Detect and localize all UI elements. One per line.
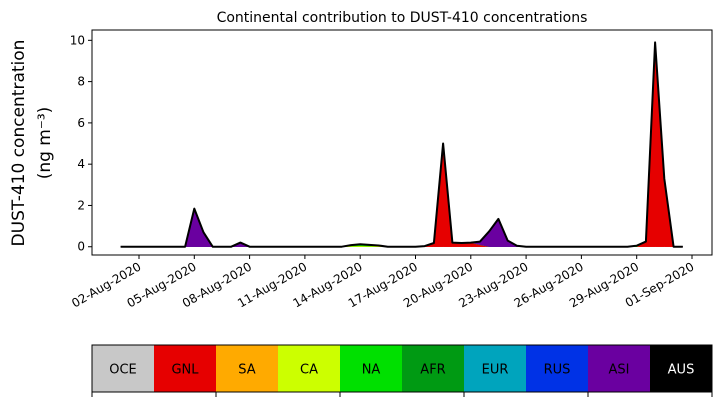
legend-label: EUR	[482, 363, 509, 378]
legend-swatch-asi	[588, 345, 650, 392]
legend-swatch-oce	[92, 345, 154, 392]
chart-title: Continental contribution to DUST-410 con…	[217, 10, 588, 26]
legend-swatch-rus	[526, 345, 588, 392]
legend-swatch-aus	[650, 345, 712, 392]
y-tick-label: 4	[77, 157, 85, 171]
y-tick-label: 8	[77, 75, 85, 89]
legend-label: GNL	[171, 363, 199, 378]
x-axis: 02-Aug-202005-Aug-202008-Aug-202011-Aug-…	[69, 255, 696, 310]
y-axis-label: DUST-410 concentration	[9, 40, 29, 247]
y-axis-unit: (ng m⁻³)	[35, 107, 55, 180]
y-axis: 0 2 4 6 8 10	[70, 33, 92, 254]
legend-label: AFR	[420, 363, 445, 378]
y-tick-label: 0	[77, 240, 85, 254]
stacked-areas	[120, 41, 683, 248]
legend-swatch-eur	[464, 345, 526, 392]
legend-swatch-ca	[278, 345, 340, 392]
legend-label: CA	[300, 363, 318, 378]
legend-label: NA	[362, 363, 381, 378]
legend-label: SA	[238, 363, 255, 378]
y-tick-label: 6	[77, 116, 85, 130]
legend-label: OCE	[109, 363, 137, 378]
legend-swatch-sa	[216, 345, 278, 392]
legend-label: RUS	[544, 363, 571, 378]
legend-label: ASI	[609, 363, 630, 378]
legend-label: AUS	[668, 363, 695, 378]
y-tick-label: 2	[77, 198, 85, 212]
legend-swatch-afr	[402, 345, 464, 392]
area-ca	[120, 42, 683, 247]
area-gnl	[120, 42, 683, 247]
legend-swatch-gnl	[154, 345, 216, 392]
y-tick-label: 10	[70, 33, 85, 47]
plot-frame	[91, 29, 713, 256]
legend-swatch-na	[340, 345, 402, 392]
legend-frame	[91, 344, 713, 393]
legend-colorbar: OCE GNL SA CA NA AFR EUR RUS ASI AUS	[91, 344, 713, 397]
area-na	[120, 42, 683, 247]
total-line	[120, 41, 683, 248]
area-asi	[120, 42, 683, 247]
